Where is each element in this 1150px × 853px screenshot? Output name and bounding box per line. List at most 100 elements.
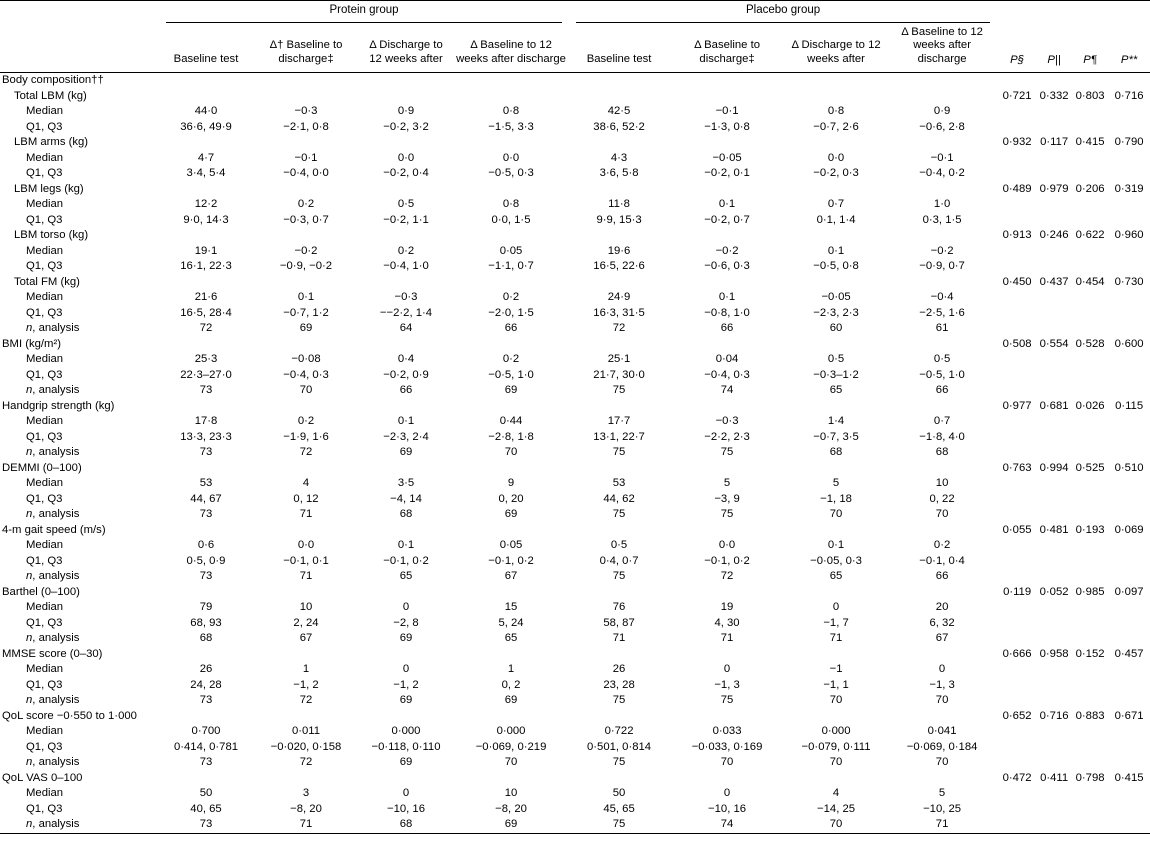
value-cell [668,73,786,89]
col-header-placebo-baseline: Baseline test [570,22,669,73]
row-label: Q1, Q3 [26,213,63,226]
value-cell: 69 [399,632,413,644]
value-cell: 65 [829,384,843,396]
value-cell [360,228,452,244]
value-cell: 68, 93 [190,616,222,629]
value-cell [360,461,452,477]
value-cell: 0·6 [197,539,215,551]
value-cell [570,647,668,663]
p-value-cell: 0·489 [1002,182,1032,195]
value-cell: 75 [612,570,626,582]
p-value-cell: 0·883 [1075,709,1105,722]
p-value-cell [1108,755,1150,771]
p-value-cell [1108,507,1150,523]
value-cell: 50 [612,787,626,799]
value-cell: −0·7, 1·2 [283,306,329,319]
value-cell: 0·0 [827,151,845,164]
value-cell: 17·8 [194,415,218,427]
row-label: n, analysis [26,446,80,458]
value-cell: 0·1 [718,198,736,210]
value-cell: 70 [829,818,843,830]
value-cell: 0·000 [391,725,421,737]
value-cell: 0·1 [297,291,315,303]
value-cell: −1·9, 1·6 [283,430,329,443]
value-cell: −1·1, 0·7 [488,260,534,272]
value-cell [786,135,886,151]
value-cell [786,771,886,787]
value-cell: −0·5, 0·3 [488,167,534,179]
value-cell [886,135,998,151]
value-cell: 20 [935,601,949,613]
value-cell [452,228,570,244]
variable-row: Handgrip strength (kg) 0·977 0·681 0·026 0·1… [0,399,1150,415]
p-value-cell [1036,507,1072,523]
value-cell: 0 [402,787,410,799]
stat-row: Q1, Q3 16·1, 22·3 −0·9, −0·2 −0·4, 1·0 −1·1,… [0,259,1150,275]
p-value-cell [1036,151,1072,167]
stat-row: Q1, Q3 40, 65 −8, 20 −10, 16 −8, 20 45, 65 −10… [0,802,1150,818]
p-value-cell [1108,430,1150,446]
value-cell: 42·5 [607,105,631,117]
p-value-cell: 0·097 [1114,585,1144,598]
value-cell: 0·04 [715,353,739,365]
p-value-cell [998,104,1036,120]
row-label: Q1, Q3 [26,368,63,381]
p-value-cell [1072,197,1108,213]
value-cell [786,647,886,663]
value-cell: 0·2 [933,539,951,551]
value-cell: 26 [612,663,626,675]
value-cell: −0·7, 2·6 [813,120,859,133]
stat-row: Median 0·700 0·011 0·000 0·000 0·722 0·033 0·00… [0,724,1150,740]
row-label: Median [26,151,64,164]
value-cell: −−2·2, 1·4 [379,306,433,319]
value-cell: 10 [299,601,313,613]
value-cell: 5 [832,477,840,489]
row-label: LBM arms (kg) [14,136,89,148]
value-cell [360,771,452,787]
value-cell: 21·6 [194,291,218,303]
variable-row: MMSE score (0–30) 0·666 0·958 0·152 0·457 [0,647,1150,663]
p-value-cell [1072,244,1108,260]
row-label: Q1, Q3 [26,554,63,567]
value-cell [452,135,570,151]
value-cell [786,89,886,105]
value-cell [452,523,570,539]
p-value-cell [998,383,1036,399]
value-cell: −0·1 [294,151,318,164]
p-value-cell [998,507,1036,523]
p-value-cell [1072,724,1108,740]
value-cell [886,647,998,663]
p-value-cell: 0·666 [1002,647,1032,660]
value-cell: −2, 8 [393,616,419,629]
p-value-cell [998,693,1036,709]
p-value-cell [1108,213,1150,229]
p-value-cell [998,244,1036,260]
value-cell: 68 [829,446,843,458]
value-cell: 38·6, 52·2 [593,120,645,133]
value-cell [570,135,668,151]
value-cell: 65 [829,570,843,582]
value-cell: 50 [199,787,213,799]
value-cell [886,523,998,539]
p-value-cell [1108,120,1150,136]
value-cell [160,399,252,415]
value-cell [886,228,998,244]
p-value-cell [1036,259,1072,275]
row-label: QoL score −0·550 to 1·000 [2,709,137,722]
value-cell [252,399,360,415]
p-value-cell: 0·472 [1002,771,1032,784]
stat-row: n, analysis 73 72 69 70 75 75 68 68 [0,445,1150,461]
value-cell [452,399,570,415]
p-value-cell: 0·411 [1040,771,1069,784]
value-cell: 73 [199,694,213,706]
p-value-cell: 0·716 [1039,709,1069,722]
p-value-cell [1108,290,1150,306]
value-cell: 60 [829,322,843,334]
p-value-cell [1108,259,1150,275]
p-value-cell [1072,538,1108,554]
value-cell: 0·9 [397,105,415,117]
col-header-p-section: P§ [998,22,1037,73]
value-cell [786,228,886,244]
protein-group-header-cell: Protein group [160,1,570,23]
